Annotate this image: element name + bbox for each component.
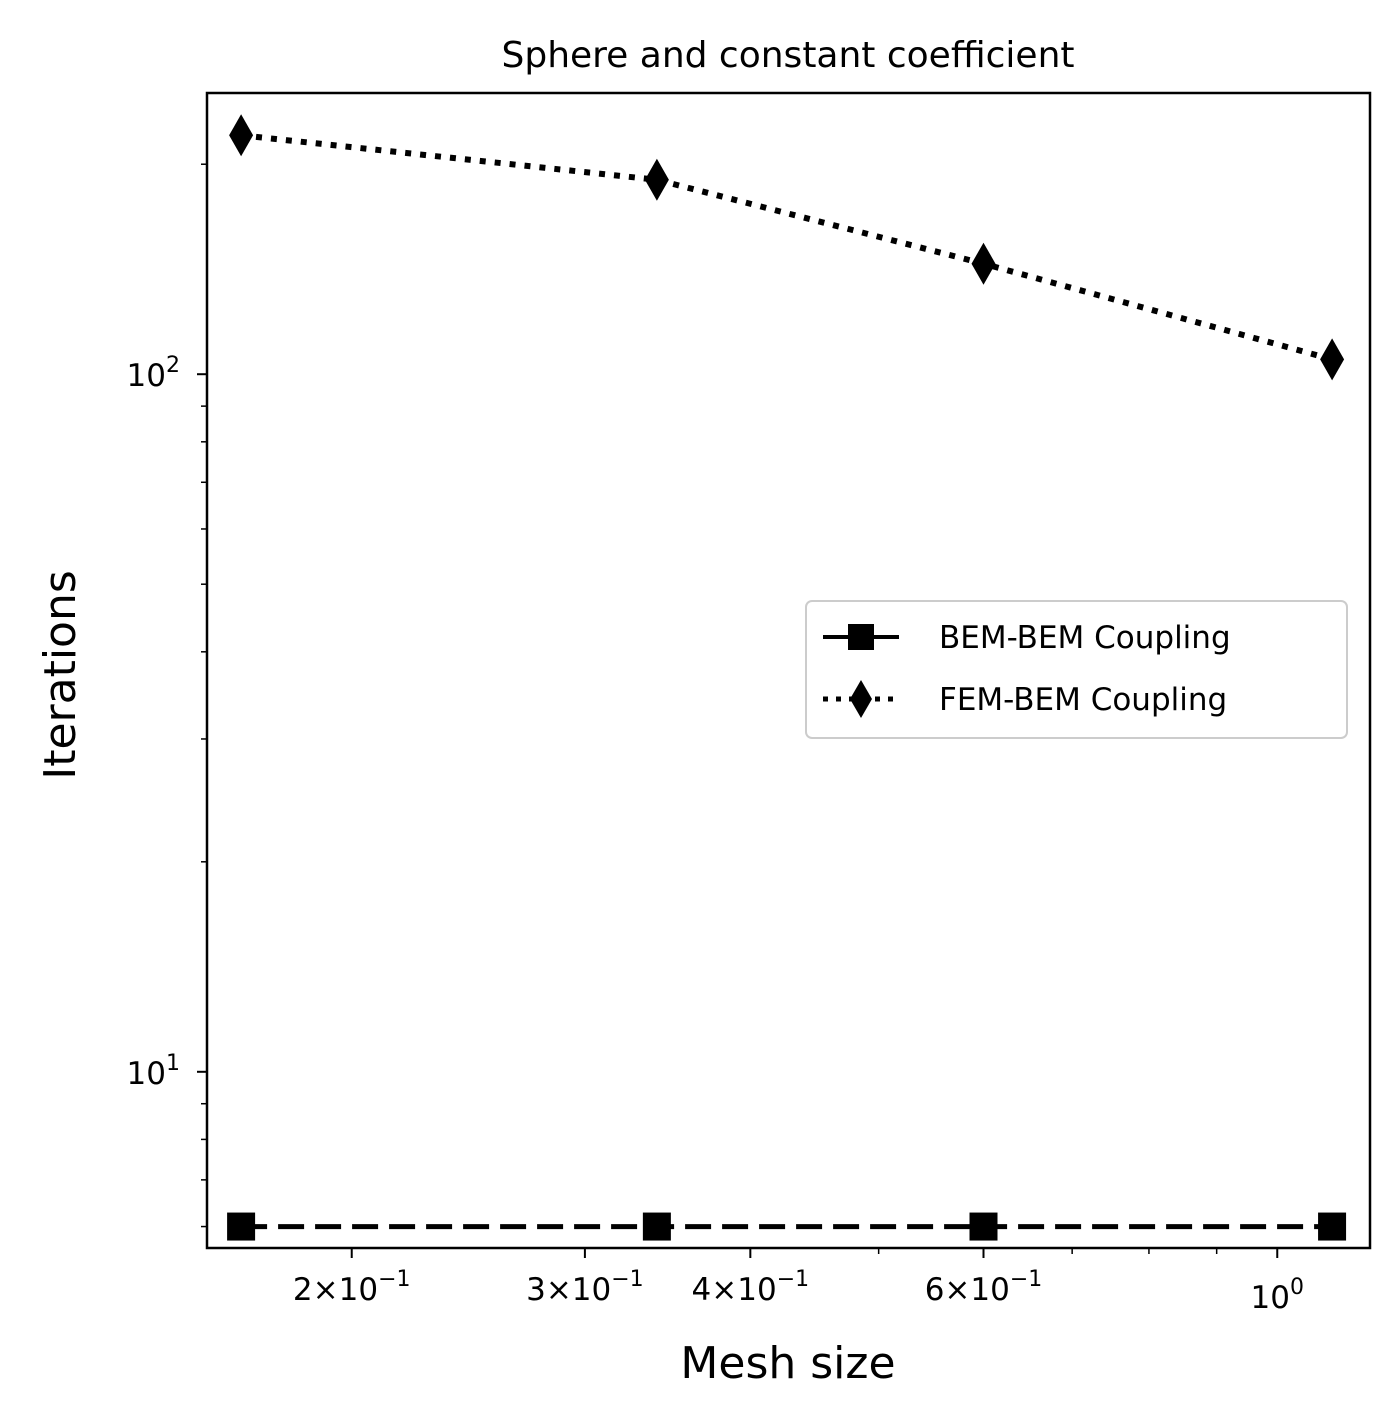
data-point-fem-bem-0 — [229, 114, 254, 157]
x-axis-label: Mesh size — [680, 1338, 895, 1389]
series-layer — [227, 114, 1347, 1241]
plot-frame — [205, 91, 1372, 1250]
data-point-bem-bem-1 — [642, 1212, 671, 1241]
legend-label-bem-bem: BEM-BEM Coupling — [939, 620, 1231, 656]
x-tick-label: 2×10−1 — [293, 1267, 411, 1308]
data-point-bem-bem-0 — [227, 1212, 256, 1241]
x-tick-label: 100 — [1251, 1275, 1304, 1316]
y-tick-label: 102 — [127, 353, 180, 394]
series-line-fem-bem — [240, 132, 1333, 363]
legend: BEM-BEM Coupling FEM-BEM Coupling — [805, 600, 1348, 739]
legend-label-fem-bem: FEM-BEM Coupling — [939, 682, 1227, 718]
legend-box — [805, 600, 1348, 739]
x-axis: 2×10−1 3×10−1 4×10−1 6×10−1 100 — [293, 1248, 1304, 1316]
y-axis: 101 102 — [127, 163, 207, 1228]
data-point-bem-bem-3 — [1318, 1212, 1347, 1241]
legend-marker-diamond — [850, 680, 872, 718]
chart-title: Sphere and constant coefficient — [501, 35, 1074, 76]
data-point-fem-bem-2 — [971, 242, 996, 285]
x-tick-label: 3×10−1 — [526, 1267, 644, 1308]
x-tick-label: 4×10−1 — [692, 1267, 810, 1308]
data-point-fem-bem-1 — [644, 158, 669, 201]
data-point-fem-bem-3 — [1320, 338, 1345, 381]
x-tick-label: 6×10−1 — [925, 1267, 1043, 1308]
y-tick-label: 101 — [127, 1051, 180, 1092]
data-point-bem-bem-2 — [969, 1212, 998, 1241]
y-axis-label: Iterations — [35, 570, 86, 780]
legend-marker-square — [848, 624, 874, 650]
